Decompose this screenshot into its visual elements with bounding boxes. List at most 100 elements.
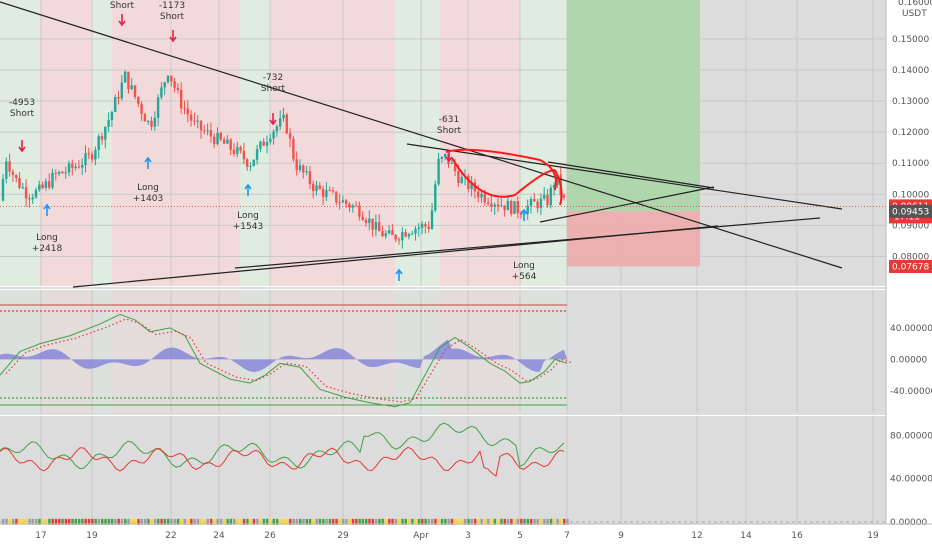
- price-tick-partial: 0.16000: [898, 0, 932, 8]
- candle-body: [219, 133, 222, 140]
- candle-body: [417, 227, 420, 229]
- signal-zone: [520, 0, 567, 286]
- candle-body: [397, 239, 401, 241]
- candle-body: [440, 156, 444, 159]
- osc2-marker: [490, 518, 493, 525]
- osc2-marker: [272, 518, 275, 525]
- candle-body: [384, 233, 387, 237]
- candle-body: [467, 176, 470, 189]
- candle-body: [90, 154, 94, 160]
- candle-body: [1, 178, 5, 201]
- osc2-marker: [444, 518, 447, 525]
- osc2-marker: [147, 518, 150, 525]
- long-arrow: [520, 208, 528, 221]
- short-arrow: [18, 140, 26, 153]
- signal-zone: [290, 0, 350, 286]
- candle-body: [549, 187, 552, 206]
- osc2-marker: [35, 518, 38, 525]
- time-tick-label: 16: [791, 531, 803, 541]
- signal-label-long: Long: [137, 183, 159, 193]
- osc2-tick-label: 80.00000: [890, 431, 932, 441]
- candle-body: [391, 230, 394, 236]
- candle-body: [255, 148, 259, 160]
- candle-body: [407, 234, 411, 237]
- candle-body: [510, 200, 513, 214]
- candle-body: [160, 87, 163, 98]
- osc2-marker: [91, 518, 94, 525]
- osc2-marker: [368, 518, 371, 525]
- osc2-marker: [54, 518, 58, 525]
- axis-area: [886, 0, 932, 550]
- candle-body: [196, 120, 199, 122]
- price-tick-label: 0.11000: [892, 159, 929, 169]
- osc2-marker: [71, 518, 74, 525]
- osc2-marker: [563, 518, 566, 525]
- osc2-marker: [269, 518, 272, 525]
- candle-body: [308, 171, 312, 185]
- time-tick-label: 19: [867, 531, 879, 541]
- osc2-marker: [546, 518, 549, 525]
- signal-zone: [270, 0, 290, 286]
- candle-body: [453, 162, 457, 172]
- osc2-marker: [454, 518, 457, 525]
- osc2-marker: [28, 518, 31, 525]
- candle-body: [252, 159, 255, 166]
- osc2-marker: [480, 518, 483, 525]
- candle-body: [31, 197, 34, 200]
- candle-body: [457, 171, 460, 184]
- candle-body: [143, 114, 147, 122]
- candle-body: [54, 172, 57, 174]
- trendline: [0, 1, 843, 269]
- candle-body: [140, 103, 143, 115]
- handle-curve: [554, 169, 563, 206]
- candle-body: [503, 205, 506, 211]
- candle-body: [262, 141, 265, 146]
- osc2-marker: [101, 518, 104, 525]
- osc2-marker: [150, 518, 153, 525]
- osc2-marker: [120, 518, 124, 525]
- candle-body: [127, 71, 130, 90]
- osc2-marker: [345, 518, 348, 525]
- candle-body: [44, 181, 48, 188]
- osc2-marker: [110, 518, 114, 525]
- signal-label-short: -732: [263, 73, 283, 83]
- candle-body: [513, 201, 516, 214]
- candle-body: [361, 216, 364, 221]
- candle-body: [411, 233, 414, 235]
- candle-body: [450, 162, 453, 164]
- price-tick-label: 0.10000: [892, 190, 929, 200]
- candle-body: [305, 171, 308, 173]
- price-tick-label: 0.09000: [892, 221, 929, 231]
- osc2-marker: [417, 518, 421, 525]
- osc2-marker: [153, 518, 157, 525]
- candle-body: [67, 163, 71, 173]
- candle-body: [51, 172, 54, 188]
- candle-body: [216, 133, 219, 145]
- candle-body: [321, 188, 325, 198]
- osc2-marker: [483, 518, 487, 525]
- osc2-line-green: [0, 422, 565, 470]
- candle-body: [424, 224, 427, 227]
- candle-body: [345, 200, 348, 204]
- candle-body: [338, 202, 341, 204]
- osc2-tick-label: 40.00000: [890, 475, 932, 485]
- signal-zone: [40, 0, 92, 286]
- signal-zone-osc: [92, 290, 112, 413]
- short-arrow: [169, 30, 177, 43]
- osc2-marker: [493, 518, 497, 525]
- osc2-marker: [371, 518, 374, 525]
- osc2-marker: [305, 518, 308, 525]
- candle-body: [163, 82, 166, 88]
- osc2-marker: [266, 518, 269, 525]
- time-tick-label: 19: [86, 531, 98, 541]
- osc2-marker: [348, 518, 351, 525]
- candle-body: [183, 108, 186, 110]
- osc2-marker: [124, 518, 127, 525]
- candle-body: [500, 205, 503, 207]
- candle-body: [420, 224, 424, 228]
- signal-label-short: -4953: [9, 98, 35, 108]
- osc2-marker: [206, 518, 209, 525]
- osc2-marker: [203, 518, 206, 525]
- osc1-signal-line: [5, 318, 574, 403]
